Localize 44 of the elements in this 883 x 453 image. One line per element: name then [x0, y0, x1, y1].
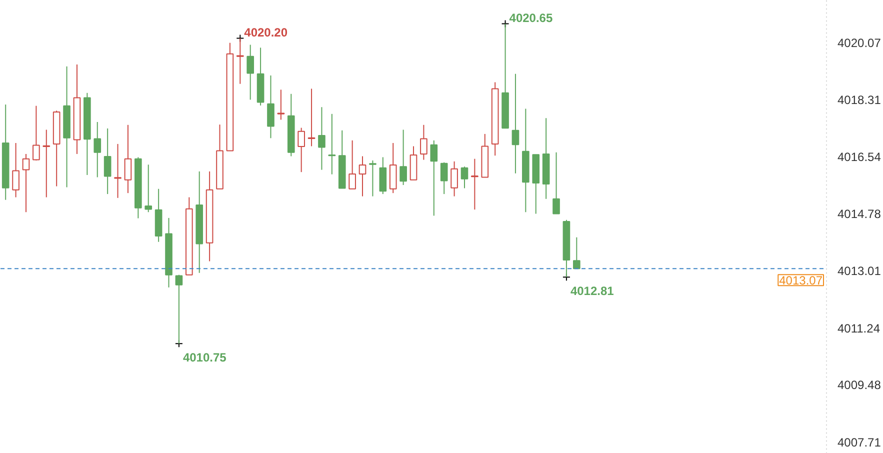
y-tick-label: 4020.07: [838, 36, 882, 50]
candlestick: [94, 121, 102, 178]
candlestick: [277, 89, 285, 120]
candlestick: [12, 142, 20, 198]
candlestick: [114, 143, 122, 198]
candlestick: [124, 124, 132, 194]
candlestick: [552, 152, 560, 214]
candlestick: [440, 162, 448, 195]
y-tick-label: 4011.24: [838, 321, 880, 336]
candlestick: [379, 156, 387, 195]
ref-line-label: 4013.07: [779, 274, 823, 288]
candlestick: [318, 106, 326, 170]
y-tick-label: 4018.31: [838, 92, 882, 107]
candlestick: [348, 140, 356, 190]
candlestick: [32, 105, 40, 161]
candlestick: [267, 74, 274, 139]
candlestick: [328, 113, 336, 175]
candlestick: [389, 142, 397, 194]
annotation: 4020.65: [509, 10, 553, 25]
candlestick: [144, 164, 152, 213]
candlestick: [420, 124, 428, 160]
candlestick: [471, 158, 478, 210]
candlestick: [42, 129, 50, 198]
y-tick-label: 4007.71: [838, 435, 882, 450]
candlestick: [512, 73, 520, 174]
y-tick-label: 4014.78: [838, 206, 882, 221]
candlestick: [400, 129, 407, 186]
candlestick: [460, 166, 468, 189]
candlestick: [308, 88, 316, 147]
candlestick: [358, 156, 366, 197]
candlestick: [104, 128, 112, 195]
candlestick: [246, 44, 254, 100]
candlestick: [573, 236, 580, 270]
annotation: 4012.81: [570, 284, 614, 298]
candlestick: [22, 153, 30, 213]
candlestick: [430, 140, 438, 216]
annotation: 4020.20: [244, 25, 288, 40]
y-tick-label: 4013.01: [838, 264, 882, 278]
candlestick: [298, 127, 305, 173]
candlestick: [369, 160, 376, 197]
candlestick: [450, 160, 458, 197]
annotation: 4010.75: [182, 350, 227, 365]
y-tick-label: 4009.48: [838, 378, 882, 392]
y-tick-label: 4016.54: [838, 150, 882, 164]
